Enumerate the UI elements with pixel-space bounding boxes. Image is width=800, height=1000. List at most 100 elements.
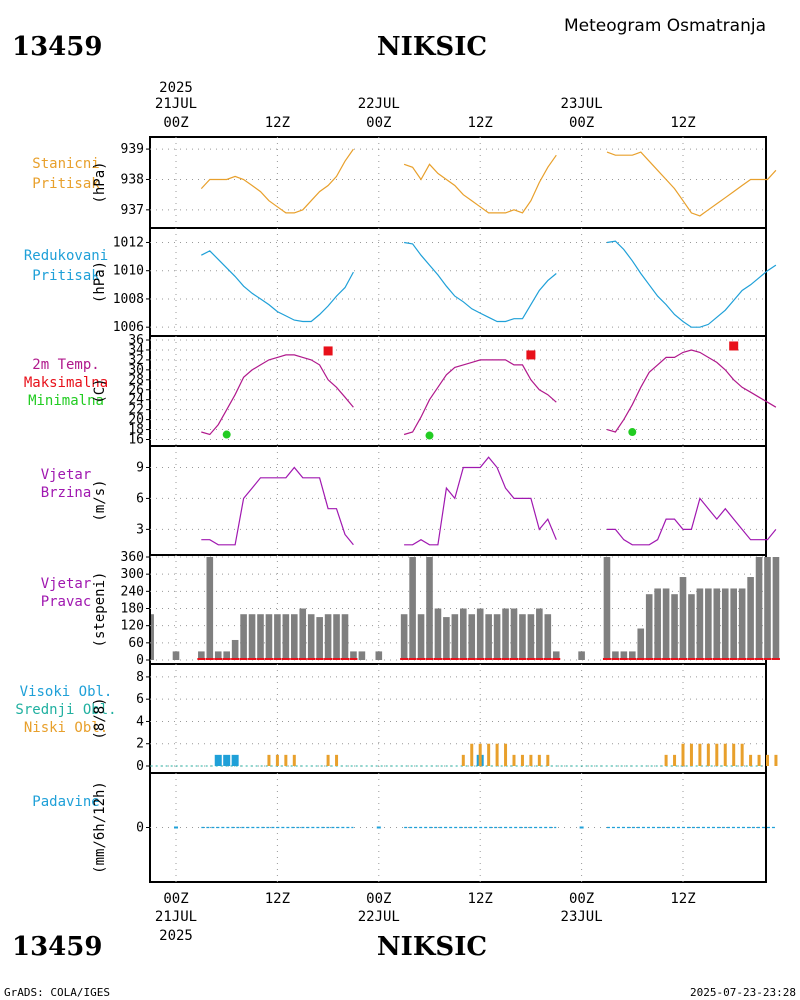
wind-direction-bar (527, 614, 535, 660)
low-cloud-bar (284, 754, 288, 766)
y-tick-label: 6 (136, 692, 144, 707)
series-line (606, 349, 777, 433)
bottom-date-label: 23JUL (561, 909, 603, 925)
wind-direction-bar (654, 588, 661, 660)
panel-label: Stanicni (32, 156, 99, 172)
wind-direction-bar (468, 614, 476, 660)
low-cloud-bar (689, 743, 693, 766)
y-tick-label: 1008 (113, 292, 144, 307)
footer-credit: GrADS: COLA/IGES (4, 986, 110, 999)
low-cloud-bar (546, 754, 550, 766)
y-tick-label: 0 (136, 821, 144, 836)
panel-wind: 3 6 9 Vjetar Brzina (m/s) (41, 445, 777, 555)
wind-direction-bar (299, 608, 307, 660)
series-line (606, 240, 777, 328)
y-tick-label: 22 (128, 403, 144, 418)
wind-direction-bar (705, 588, 712, 660)
panel-label: Redukovani (24, 248, 108, 264)
min-temp-marker (425, 431, 434, 440)
min-temp-marker (222, 430, 231, 439)
panel-label: Pritisak (32, 268, 100, 284)
panel-label: 2m Temp. (32, 357, 99, 373)
wind-direction-bar (552, 651, 560, 660)
y-tick-label: 937 (121, 203, 144, 218)
y-tick-label: 26 (128, 383, 144, 398)
y-tick-label: 1010 (113, 264, 144, 279)
top-date-label: 23JUL (561, 96, 603, 112)
y-tick-label: 0 (136, 759, 144, 774)
y-tick-label: 60 (128, 636, 144, 651)
top-hour-label: 12Z (265, 115, 290, 131)
bottom-year-label: 2025 (159, 928, 193, 944)
y-tick-label: 30 (128, 363, 144, 378)
panel-unit: (hPa) (92, 261, 108, 303)
y-tick-label: 20 (128, 413, 144, 428)
low-cloud-bar (723, 743, 727, 766)
max-temp-marker (729, 341, 739, 351)
panel-label: Pravac (41, 594, 92, 610)
wind-direction-bar (764, 557, 771, 660)
wind-direction-bar (772, 557, 780, 660)
top-date-label: 22JUL (358, 96, 400, 112)
bottom-date-label: 21JUL (155, 909, 197, 925)
wind-direction-bar (451, 614, 459, 660)
y-tick-label: 28 (128, 373, 144, 388)
wind-direction-bar (688, 594, 695, 660)
wind-direction-bar (671, 594, 678, 660)
wind-direction-bar (274, 614, 281, 660)
precip-mark (579, 826, 584, 829)
low-cloud-bar (732, 743, 736, 766)
series-line (201, 466, 354, 546)
wind-direction-bar (240, 614, 247, 660)
panel-label: Minimalna (28, 393, 104, 409)
y-tick-label: 938 (121, 172, 144, 187)
panel-label: Padavine (32, 794, 99, 810)
wind-direction-bar (282, 614, 290, 660)
panel-unit: (C) (92, 378, 108, 403)
wind-direction-bar (738, 588, 746, 660)
wind-direction-bar (747, 577, 754, 660)
panel-winddir: 0 60 120 180 240 300 360 Vjetar Pravac (stepeni) (41, 550, 780, 668)
low-cloud-bar (537, 754, 541, 766)
wind-direction-bar (544, 614, 552, 660)
wind-direction-bar (417, 614, 425, 660)
series-line (201, 354, 354, 436)
series-line (404, 241, 557, 323)
series-line (607, 497, 777, 546)
precip-mark (376, 826, 381, 829)
low-cloud-bar (275, 754, 279, 766)
wind-direction-bar (409, 557, 416, 660)
y-tick-label: 180 (121, 602, 144, 617)
panel-label: Vjetar (41, 467, 92, 483)
low-cloud-bar (664, 754, 668, 766)
max-temp-marker (526, 350, 536, 360)
wind-direction-bar (696, 588, 704, 660)
low-cloud-bar (715, 743, 719, 766)
low-cloud-bar (267, 754, 271, 766)
series-line (403, 359, 557, 436)
wind-direction-bar (443, 617, 450, 660)
low-cloud-bar (774, 754, 778, 766)
wind-direction-bar (519, 614, 526, 660)
y-tick-label: 0 (136, 653, 144, 668)
panel-redpressure: 1006 1008 1010 1012 Redukovani Pritisak(hPa) (24, 227, 777, 336)
y-tick-label: 939 (121, 142, 144, 157)
wind-direction-bar (358, 651, 366, 660)
low-cloud-bar (706, 743, 710, 766)
panel-unit: (hPa) (92, 161, 108, 203)
low-cloud-bar (487, 743, 491, 766)
wind-direction-bar (198, 651, 205, 660)
wind-direction-bar (679, 577, 687, 660)
bottom-hour-label: 00Z (569, 891, 594, 907)
y-tick-label: 8 (136, 670, 144, 685)
wind-direction-bar (333, 614, 340, 660)
high-cloud-bar (223, 754, 231, 766)
wind-direction-bar (206, 557, 214, 660)
bottom-hour-label: 12Z (468, 891, 493, 907)
wind-direction-bar (637, 628, 645, 660)
wind-direction-bar (629, 651, 636, 660)
low-cloud-bar (335, 754, 339, 766)
station-id-top: 13459 (12, 32, 102, 62)
